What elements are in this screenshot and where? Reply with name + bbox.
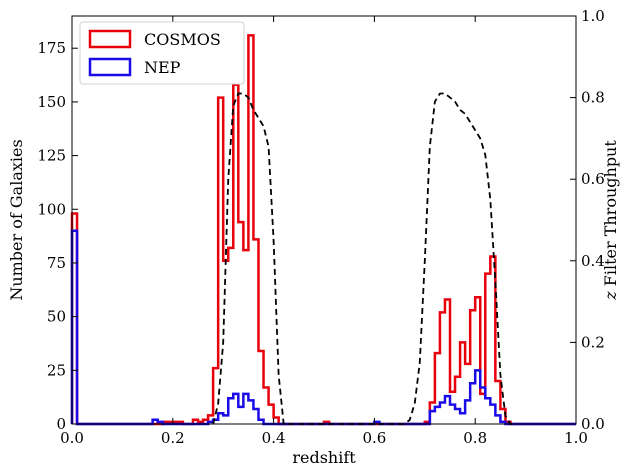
right-y-axis-label: z Filter Throughput	[601, 140, 620, 301]
y-tick-label: 75	[47, 254, 66, 272]
y-right-tick-label: 0.8	[581, 89, 605, 107]
x-tick-label: 0.2	[161, 429, 185, 447]
y-right-tick-label: 0.0	[581, 415, 605, 433]
y-right-tick-label: 1.0	[581, 7, 605, 25]
legend-swatch-cosmos	[88, 29, 132, 49]
legend-label-cosmos: COSMOS	[144, 30, 221, 49]
plot-frame	[71, 15, 577, 425]
right-y-axis-label-rest: Filter Throughput	[601, 140, 620, 292]
legend-label-nep: NEP	[144, 58, 181, 77]
x-tick-label: 0.0	[60, 429, 84, 447]
y-tick-label: 150	[37, 93, 66, 111]
y-tick-label: 100	[37, 200, 66, 218]
y-axis-label: Number of Galaxies	[7, 139, 26, 300]
legend-box	[79, 21, 245, 85]
series-layer	[70, 34, 576, 426]
x-tick-label: 0.6	[362, 429, 386, 447]
y-tick-label: 0	[56, 415, 66, 433]
y-tick-label: 25	[47, 361, 66, 379]
right-y-axis-label-var: z	[601, 291, 620, 301]
tick-layer: 0.0 0.2 0.4 0.6 0.8 1.0 0 25 50 75 100 125 150 175 0.0…	[37, 7, 605, 447]
y-right-tick-label: 0.2	[581, 333, 605, 351]
y-tick-label: 50	[47, 308, 66, 326]
x-axis-label: redshift	[292, 448, 356, 467]
y-right-tick-label: 0.6	[581, 170, 605, 188]
y-right-tick-label: 0.4	[581, 252, 605, 270]
y-tick-label: 175	[37, 39, 66, 57]
y-tick-label: 125	[37, 147, 66, 165]
x-tick-label: 0.4	[262, 429, 286, 447]
legend: COSMOS NEP	[79, 21, 245, 85]
x-tick-label: 0.8	[463, 429, 487, 447]
series-throughput-dashed	[212, 92, 516, 425]
legend-swatch-nep	[88, 57, 132, 77]
x-tick-label: 1.0	[564, 429, 588, 447]
